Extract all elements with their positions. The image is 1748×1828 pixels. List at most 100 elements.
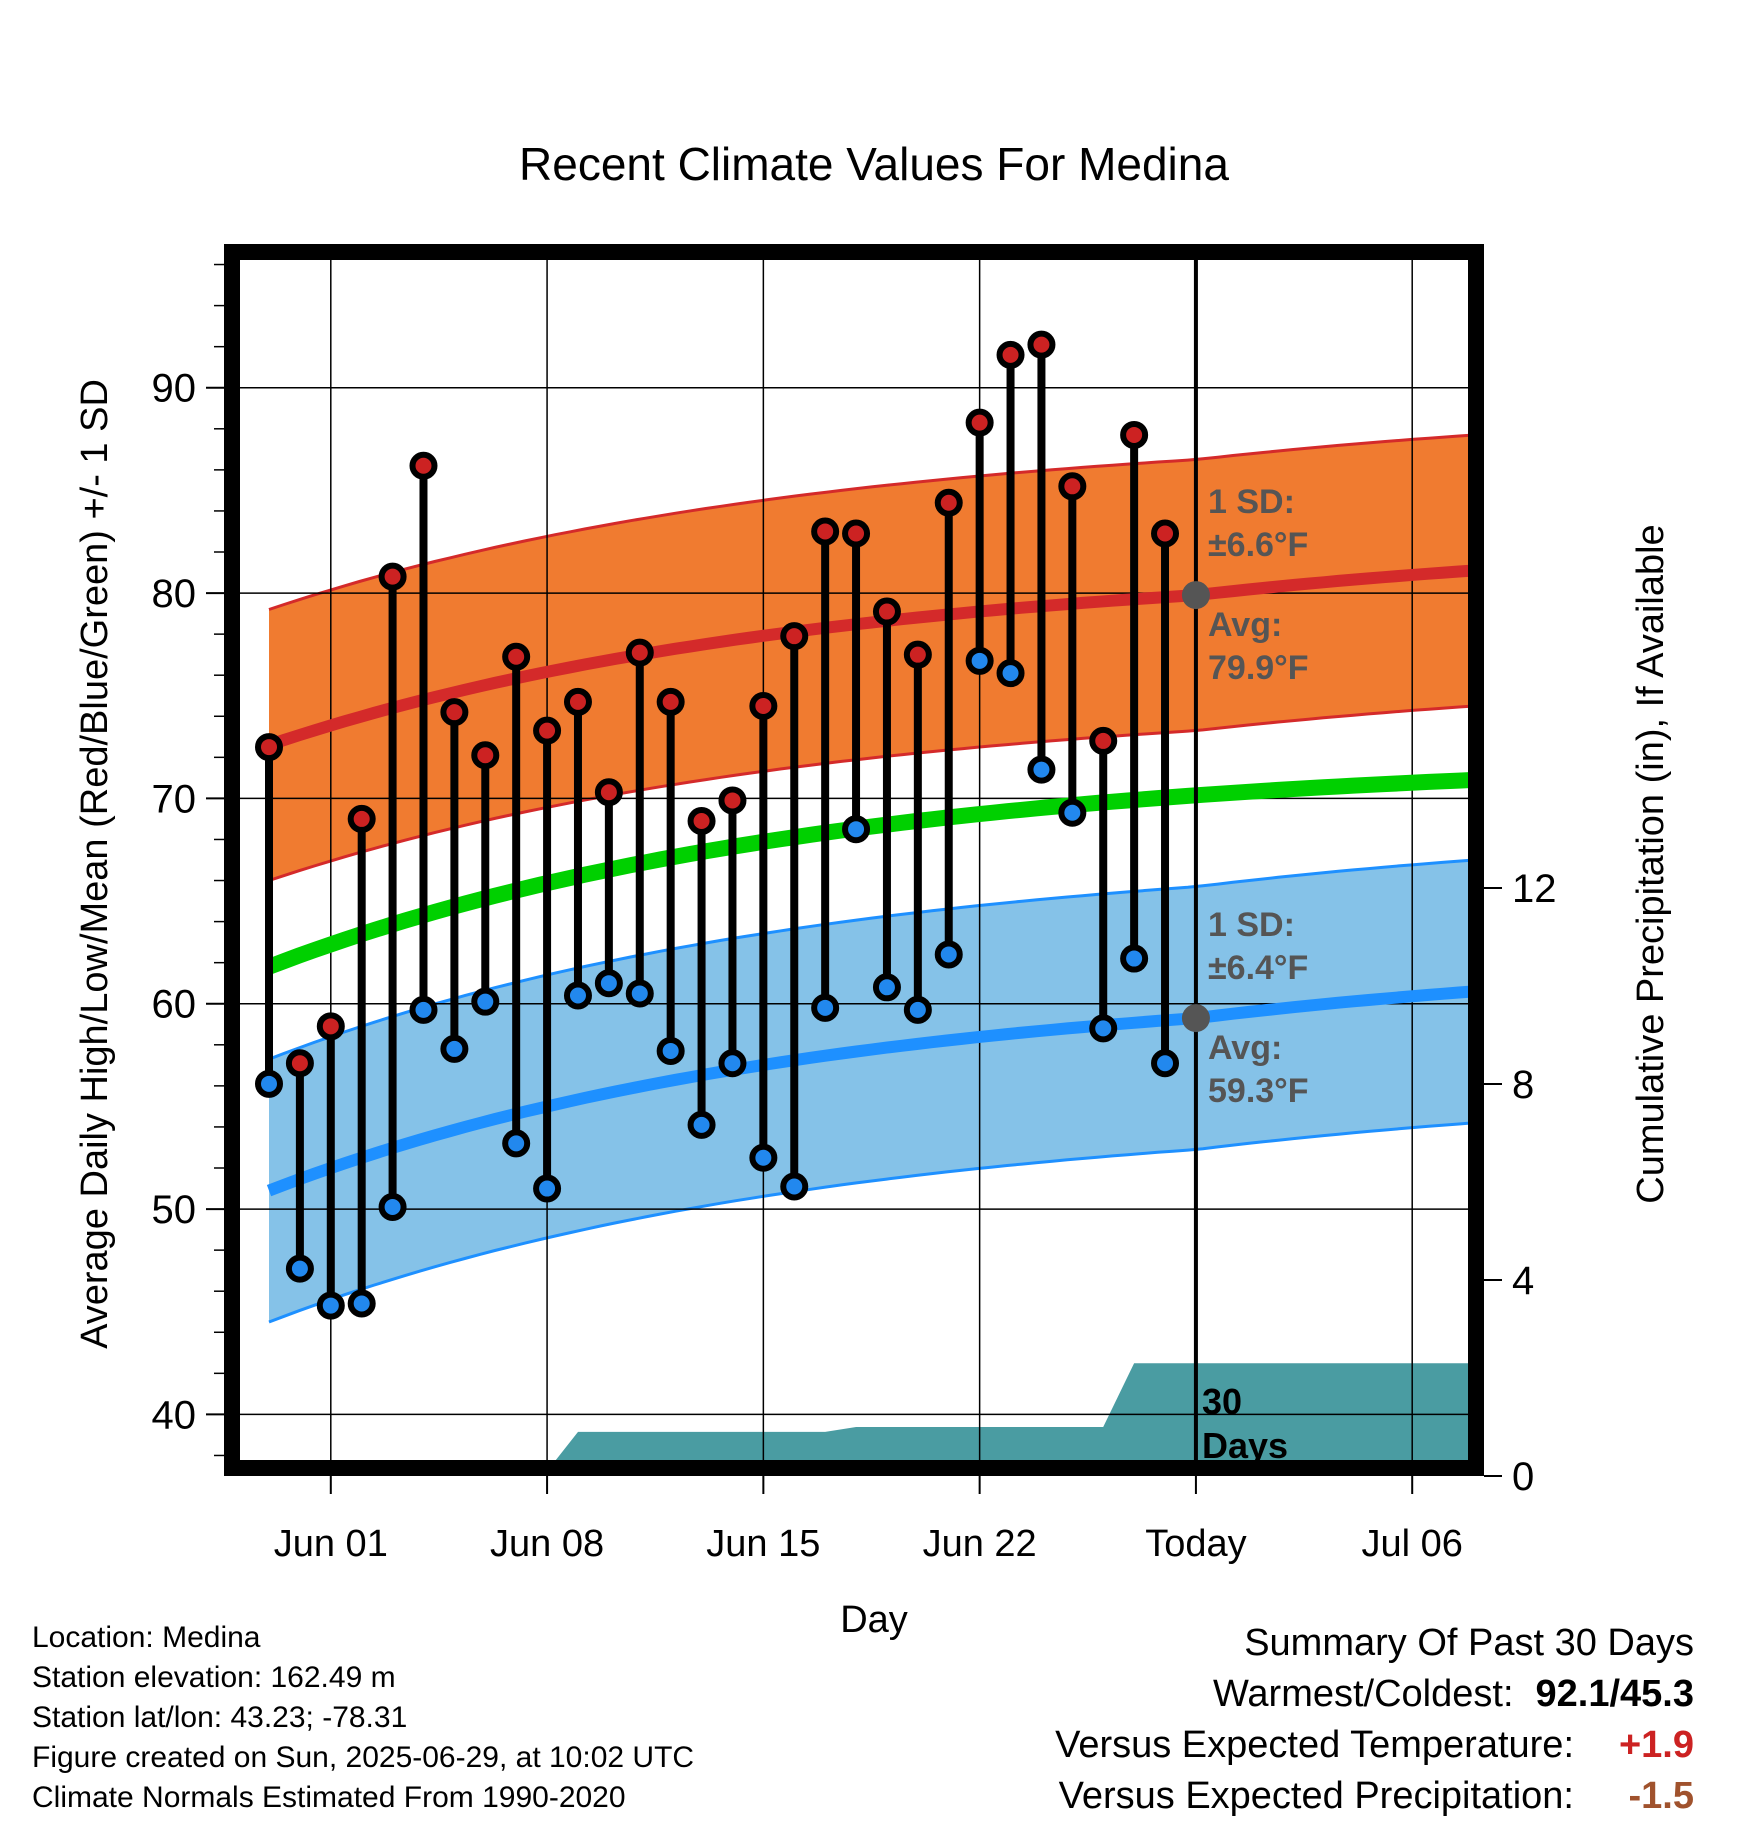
day-high-point-29 <box>1151 519 1180 548</box>
day-high-point-5 <box>409 451 438 480</box>
day-low-point-28 <box>1120 944 1149 973</box>
low-avg-value: 59.3°F <box>1208 1072 1309 1110</box>
low-avg-label: Avg: <box>1208 1029 1282 1067</box>
high-sd-label: 1 SD: <box>1208 483 1295 521</box>
y2-axis-label: Cumulative Precipitation (in), If Availa… <box>1630 524 1672 1203</box>
day-high-point-20 <box>872 597 901 626</box>
day-high-point-9 <box>533 716 562 745</box>
day-high-point-7 <box>471 741 500 770</box>
day-high-point-8 <box>502 642 531 671</box>
y-tick-label-60: 60 <box>152 983 197 1027</box>
precipitation-fill <box>269 1363 1474 1476</box>
thick-border <box>224 244 1484 1476</box>
plot-background <box>224 244 1484 1476</box>
day-low-point-0 <box>255 1069 283 1098</box>
day-high-point-10 <box>563 687 592 716</box>
day-low-point-25 <box>1027 755 1056 784</box>
daily-range-bars <box>255 330 1180 1320</box>
low-sd-value: ±6.4°F <box>1208 949 1308 987</box>
day-low-point-5 <box>409 995 438 1024</box>
day-low-point-18 <box>811 993 840 1022</box>
day-high-point-25 <box>1027 330 1056 359</box>
day-high-point-26 <box>1058 472 1087 501</box>
day-low-point-2 <box>316 1291 345 1320</box>
day-high-point-24 <box>996 340 1025 369</box>
day-high-point-12 <box>625 638 654 667</box>
summary-title: Summary Of Past 30 Days <box>1244 1622 1694 1664</box>
days-label-word: Days <box>1202 1425 1288 1466</box>
low-sd-band-fill <box>269 860 1474 1322</box>
day-high-point-1 <box>285 1049 314 1078</box>
day-high-point-28 <box>1120 420 1149 449</box>
day-low-point-26 <box>1058 798 1087 827</box>
station-info: Location: Medina Station elevation: 162.… <box>32 1618 694 1818</box>
day-high-point-4 <box>378 562 407 591</box>
latlon-text: Station lat/lon: 43.23; -78.31 <box>32 1701 408 1734</box>
summary-precip: Versus Expected Precipitation: -1.5 <box>1055 1771 1694 1822</box>
day-low-point-13 <box>656 1036 685 1065</box>
normal-bands <box>268 433 1475 1324</box>
day-low-point-15 <box>718 1049 747 1078</box>
x-tick-label-1: Jun 08 <box>490 1523 604 1565</box>
day-high-point-14 <box>687 806 716 835</box>
day-low-point-29 <box>1151 1049 1180 1078</box>
temp-label: Versus Expected Temperature: <box>1055 1724 1574 1766</box>
day-low-point-10 <box>563 981 592 1010</box>
day-high-point-3 <box>347 804 376 833</box>
day-low-point-7 <box>471 987 500 1016</box>
x-tick-label-3: Jun 22 <box>923 1523 1037 1565</box>
x-tick-label-4: Today <box>1145 1523 1246 1565</box>
y2-tick-label-12: 12 <box>1512 867 1557 911</box>
day-high-point-17 <box>780 622 809 651</box>
day-low-point-24 <box>996 659 1025 688</box>
day-low-point-16 <box>749 1143 778 1172</box>
y2-tick-label-4: 4 <box>1512 1259 1534 1303</box>
y-axis-label: Average Daily High/Low/Mean (Red/Blue/Gr… <box>74 379 116 1349</box>
normal-high-line <box>267 564 1475 751</box>
y-tick-label-80: 80 <box>152 572 197 616</box>
precipitation-area <box>269 1363 1474 1476</box>
day-low-point-20 <box>872 973 901 1002</box>
chart-title: Recent Climate Values For Medina <box>519 138 1229 190</box>
y-tick-label-70: 70 <box>152 777 197 821</box>
days-label-number: 30 <box>1202 1381 1242 1422</box>
high-avg-label: Avg: <box>1208 606 1282 644</box>
day-low-point-21 <box>903 995 932 1024</box>
normal-low-line <box>266 985 1475 1197</box>
y2-tick-label-8: 8 <box>1512 1063 1534 1107</box>
day-low-point-12 <box>625 979 654 1008</box>
low-sd-band-upper-edge <box>268 858 1475 1061</box>
day-low-point-27 <box>1089 1014 1118 1043</box>
created-text: Figure created on Sun, 2025-06-29, at 10… <box>32 1741 695 1774</box>
today-high-normal-marker <box>1181 581 1210 610</box>
day-high-point-6 <box>440 698 469 727</box>
today-low-normal-marker <box>1181 1004 1210 1033</box>
day-high-point-18 <box>811 517 840 546</box>
day-high-point-27 <box>1089 726 1118 755</box>
temp-value: +1.9 <box>1618 1724 1694 1766</box>
normal-mean-line <box>266 771 1475 975</box>
warm-cold-value: 92.1/45.3 <box>1535 1673 1694 1715</box>
high-sd-band-upper-edge <box>268 433 1475 611</box>
day-high-point-22 <box>934 488 963 517</box>
high-avg-value: 79.9°F <box>1208 649 1309 687</box>
day-high-point-16 <box>749 692 778 720</box>
axes: 40 50 60 70 80 90 0 4 8 12 Jun 01 Jun 08 Jun 15 Jun 2… <box>152 263 1557 1565</box>
day-low-point-1 <box>285 1254 314 1283</box>
location-text: Location: Medina <box>32 1621 261 1654</box>
precip-value: -1.5 <box>1628 1775 1694 1817</box>
day-low-point-3 <box>347 1289 376 1318</box>
day-high-point-15 <box>718 786 747 815</box>
day-high-point-2 <box>316 1012 345 1041</box>
y-tick-label-90: 90 <box>152 367 197 411</box>
day-low-point-23 <box>965 646 994 675</box>
day-low-point-9 <box>533 1174 562 1203</box>
x-tick-label-5: Jul 06 <box>1362 1523 1463 1565</box>
high-sd-band-lower-edge <box>268 704 1475 882</box>
normals-text: Climate Normals Estimated From 1990-2020 <box>32 1781 626 1814</box>
high-sd-band-fill <box>269 435 1474 881</box>
day-high-point-21 <box>903 640 932 669</box>
day-high-point-23 <box>965 408 994 437</box>
plot-area <box>224 244 1484 1476</box>
